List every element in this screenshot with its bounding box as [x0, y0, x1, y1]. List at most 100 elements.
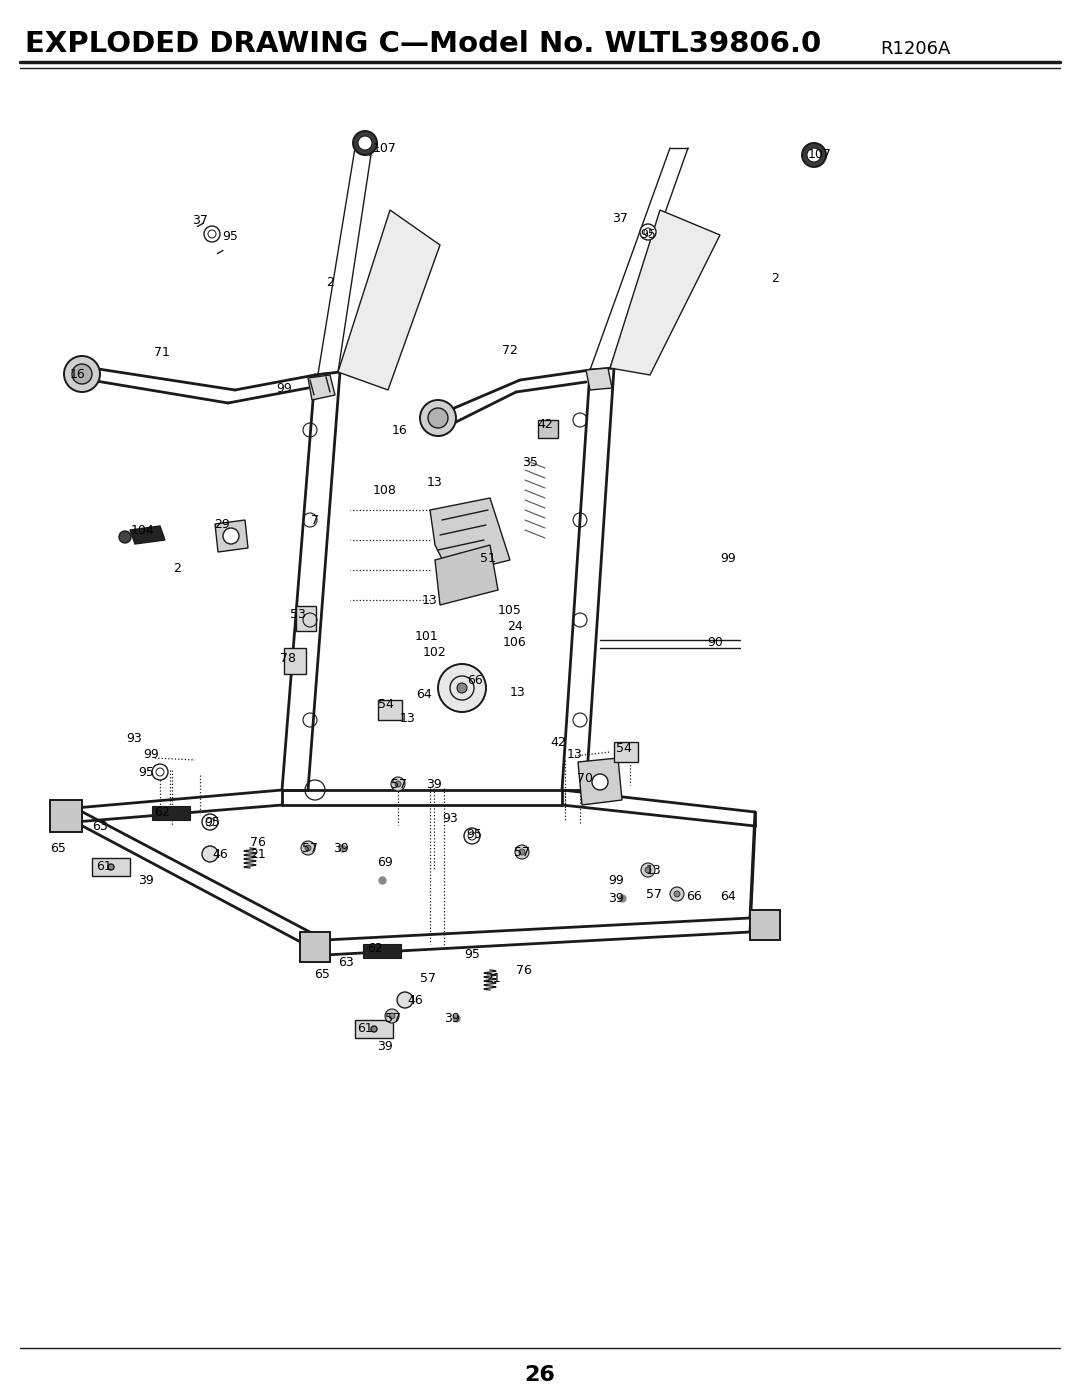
Bar: [284, 648, 306, 673]
Text: 99: 99: [720, 552, 735, 564]
Circle shape: [384, 1009, 399, 1023]
Bar: [300, 932, 330, 963]
Circle shape: [64, 356, 100, 393]
Bar: [363, 944, 401, 958]
Circle shape: [389, 1013, 395, 1018]
Text: 57: 57: [514, 845, 530, 859]
Text: 26: 26: [525, 1365, 555, 1384]
Text: 39: 39: [138, 873, 153, 887]
Circle shape: [642, 863, 654, 877]
Circle shape: [592, 774, 608, 789]
Text: 37: 37: [192, 214, 208, 226]
Text: 39: 39: [333, 841, 349, 855]
Text: 99: 99: [276, 381, 292, 394]
Circle shape: [391, 777, 405, 791]
Circle shape: [301, 841, 315, 855]
Circle shape: [222, 528, 239, 543]
Circle shape: [802, 142, 826, 168]
Text: 39: 39: [608, 891, 624, 904]
Text: 66: 66: [686, 890, 702, 902]
Circle shape: [428, 408, 448, 427]
Text: 71: 71: [154, 345, 170, 359]
Bar: [615, 742, 638, 761]
Text: 16: 16: [70, 369, 86, 381]
Text: 95: 95: [640, 229, 656, 242]
Text: 107: 107: [373, 141, 397, 155]
Circle shape: [457, 683, 467, 693]
Circle shape: [204, 226, 220, 242]
Circle shape: [72, 365, 92, 384]
Text: 66: 66: [468, 673, 483, 686]
Text: 39: 39: [427, 778, 442, 791]
Text: 13: 13: [510, 686, 526, 698]
Text: 13: 13: [400, 711, 416, 725]
Bar: [296, 606, 316, 631]
Text: 57: 57: [646, 888, 662, 901]
Text: 46: 46: [212, 848, 228, 861]
Text: 106: 106: [503, 636, 527, 648]
Text: 2: 2: [771, 271, 779, 285]
Text: 99: 99: [608, 873, 624, 887]
Circle shape: [305, 845, 311, 851]
Text: 62: 62: [367, 942, 383, 954]
Text: 95: 95: [138, 766, 154, 778]
Bar: [92, 858, 130, 876]
Text: 64: 64: [416, 689, 432, 701]
Circle shape: [397, 992, 413, 1009]
Circle shape: [645, 868, 651, 873]
Polygon shape: [435, 545, 498, 605]
Text: 76: 76: [251, 835, 266, 848]
Text: 95: 95: [204, 816, 220, 828]
Bar: [538, 420, 558, 439]
Circle shape: [395, 781, 401, 787]
Text: 76: 76: [516, 964, 532, 977]
Text: 2: 2: [326, 275, 334, 289]
Text: 13: 13: [567, 747, 583, 760]
Text: 93: 93: [126, 732, 141, 745]
Text: 53: 53: [291, 608, 306, 620]
Text: 21: 21: [485, 971, 501, 985]
Text: 93: 93: [442, 812, 458, 824]
Text: 13: 13: [427, 475, 443, 489]
Polygon shape: [430, 497, 510, 576]
Text: 39: 39: [377, 1039, 393, 1052]
Text: 13: 13: [646, 863, 662, 876]
Text: 108: 108: [373, 483, 397, 496]
Text: 78: 78: [280, 651, 296, 665]
Text: 99: 99: [144, 749, 159, 761]
Text: EXPLODED DRAWING C—Model No. WLTL39806.0: EXPLODED DRAWING C—Model No. WLTL39806.0: [25, 29, 821, 59]
Text: 102: 102: [423, 645, 447, 658]
Text: 72: 72: [502, 344, 518, 356]
Circle shape: [202, 814, 218, 830]
Text: 42: 42: [550, 735, 566, 749]
Text: 69: 69: [377, 855, 393, 869]
Text: 95: 95: [222, 231, 238, 243]
Text: 101: 101: [415, 630, 438, 644]
Bar: [50, 800, 82, 833]
Bar: [355, 1020, 393, 1038]
Text: 70: 70: [577, 771, 593, 785]
Polygon shape: [130, 527, 165, 543]
Text: 64: 64: [720, 890, 735, 902]
Text: 39: 39: [444, 1011, 460, 1024]
Text: 57: 57: [302, 841, 318, 855]
Text: 46: 46: [407, 993, 423, 1006]
Text: 95: 95: [464, 949, 480, 961]
Text: 24: 24: [508, 619, 523, 633]
Text: 61: 61: [96, 859, 112, 873]
Bar: [750, 909, 780, 940]
Text: 62: 62: [154, 806, 170, 819]
Text: 65: 65: [50, 841, 66, 855]
Circle shape: [119, 531, 131, 543]
Circle shape: [372, 1025, 377, 1032]
Circle shape: [353, 131, 377, 155]
Circle shape: [515, 845, 529, 859]
Text: 54: 54: [616, 742, 632, 754]
Polygon shape: [338, 210, 440, 390]
Text: 16: 16: [392, 423, 408, 436]
Circle shape: [357, 136, 372, 149]
Text: R1206A: R1206A: [880, 41, 950, 59]
Text: 63: 63: [338, 956, 354, 968]
Polygon shape: [578, 759, 622, 805]
Text: 90: 90: [707, 636, 723, 648]
